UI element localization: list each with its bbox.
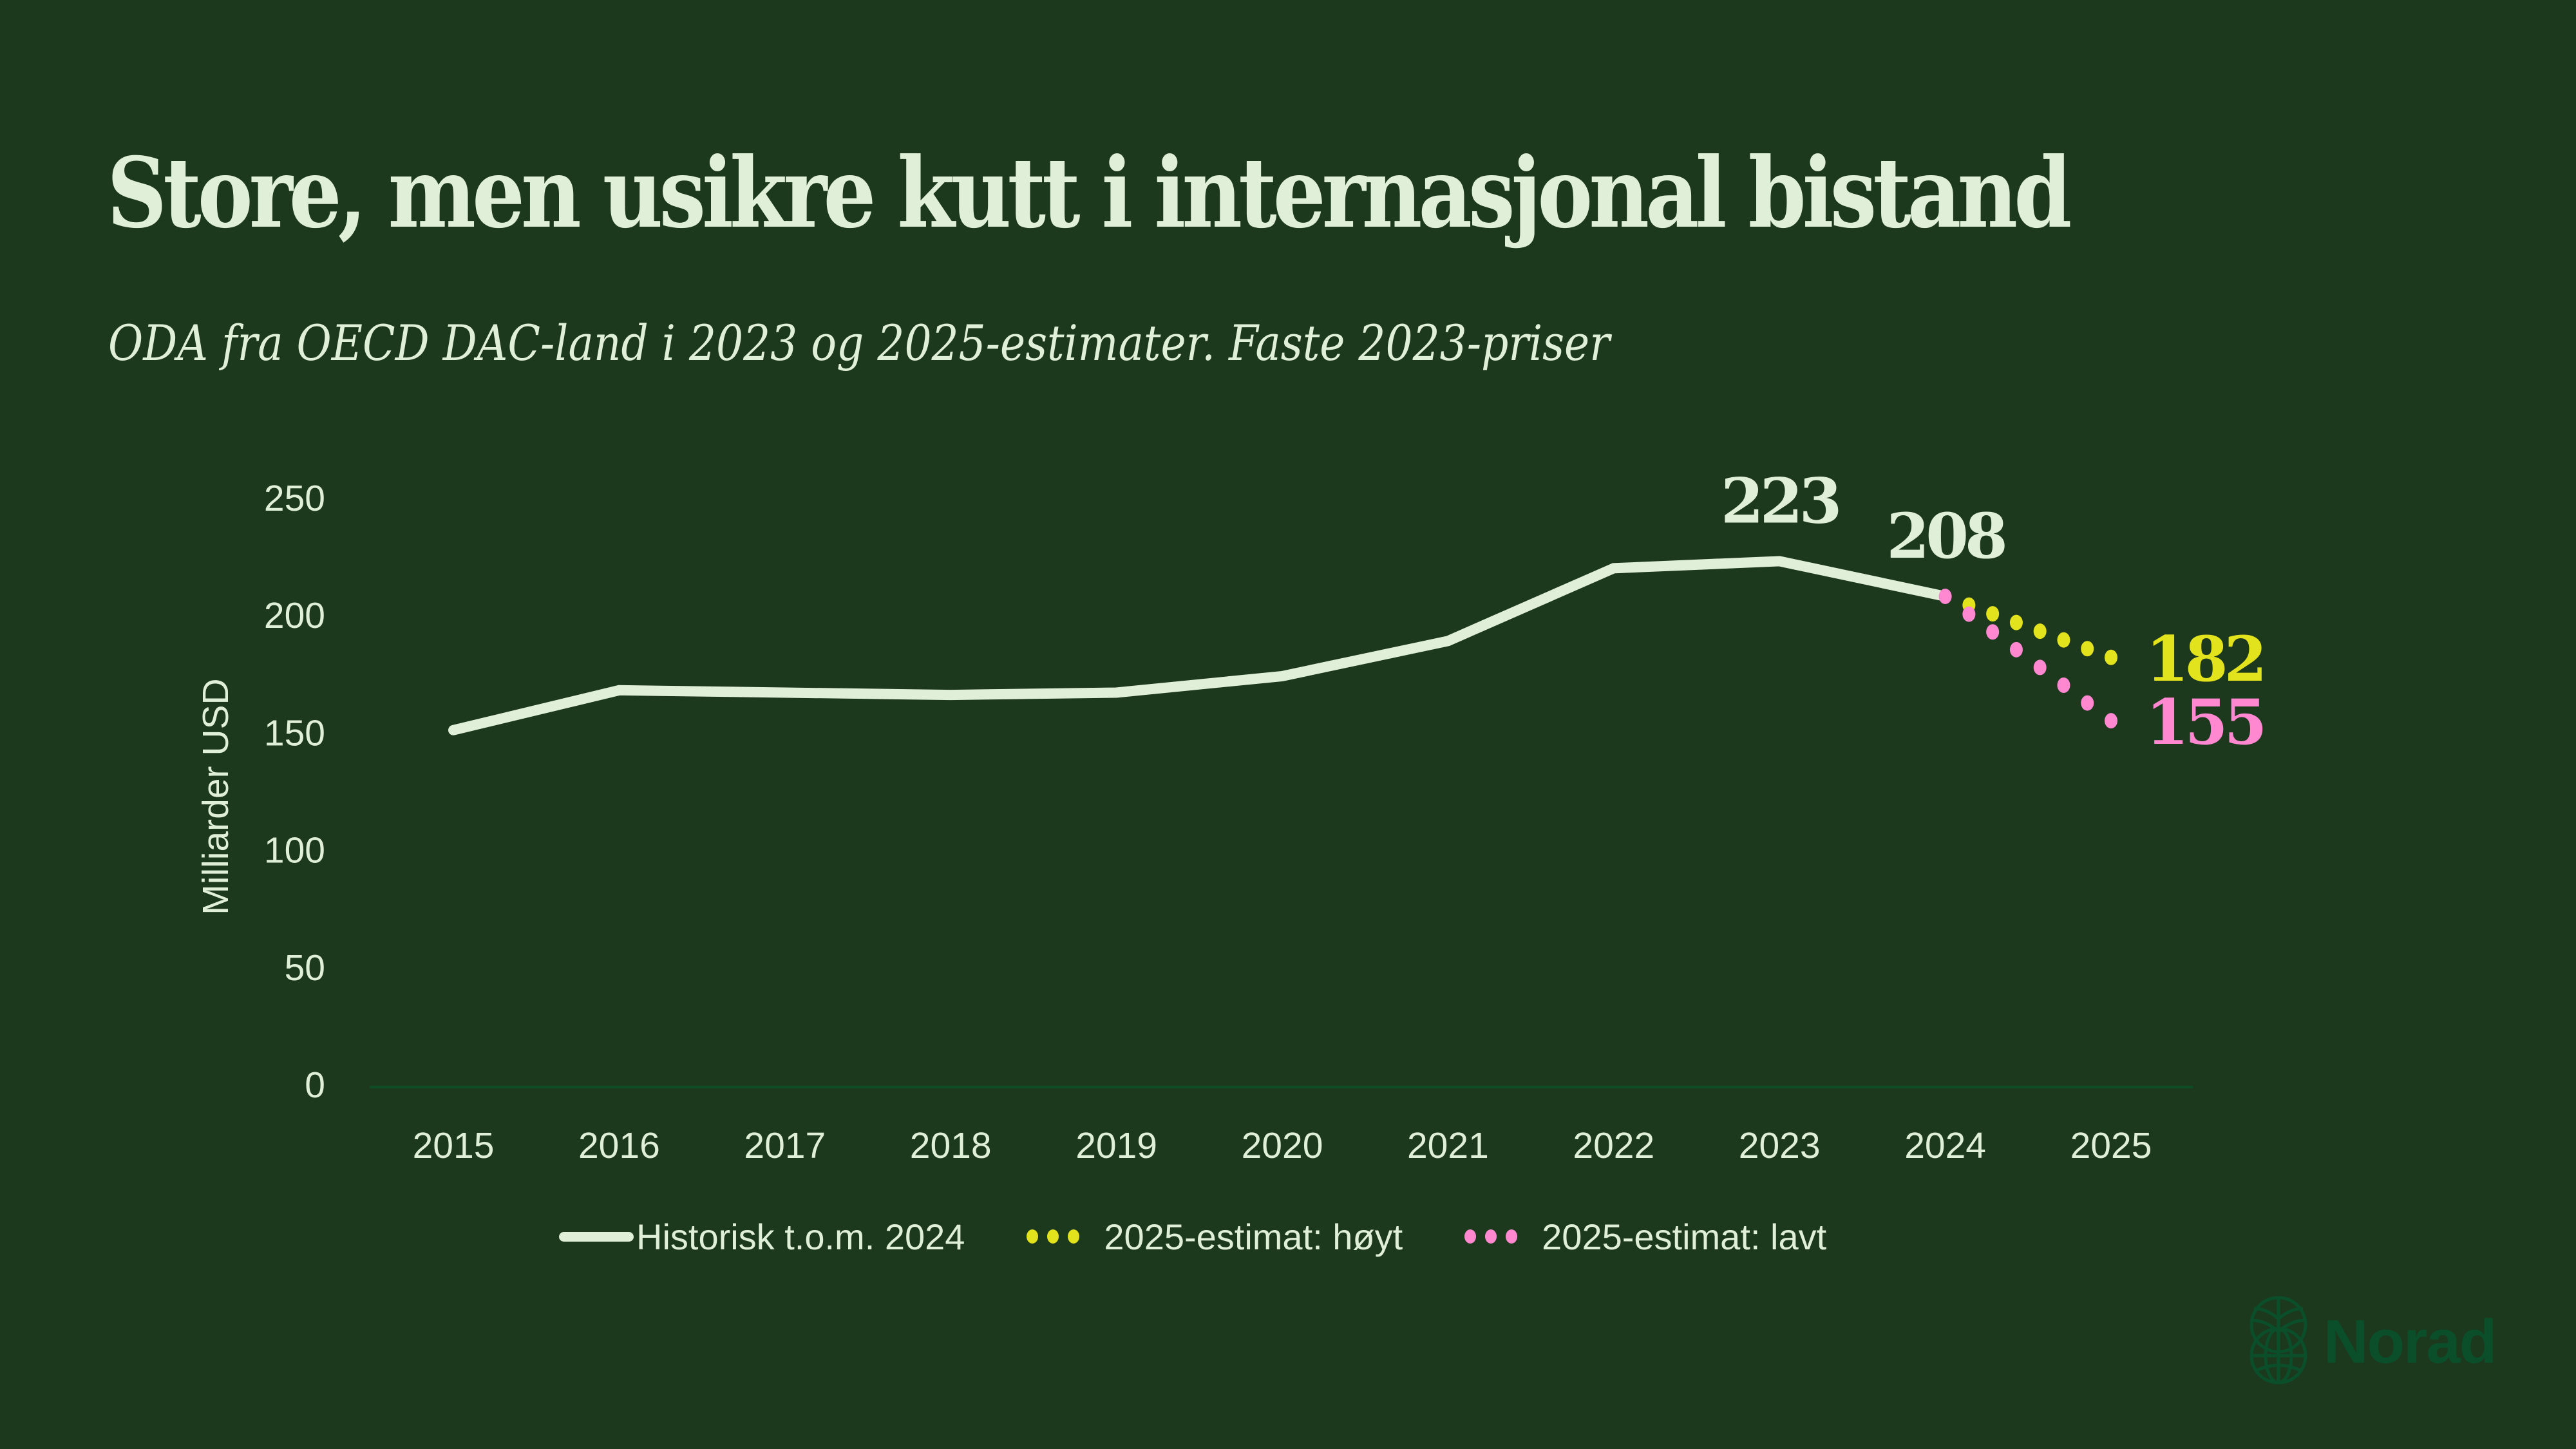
x-tick-label: 2023 bbox=[1739, 1125, 1821, 1166]
legend-label: 2025-estimat: lavt bbox=[1542, 1216, 1827, 1257]
x-tick-label: 2022 bbox=[1573, 1125, 1654, 1166]
y-tick-label: 250 bbox=[264, 478, 325, 519]
estimate-high-dot bbox=[2105, 649, 2117, 665]
logo-text: Norad bbox=[2324, 1307, 2497, 1376]
estimate-low-dot bbox=[1986, 624, 2000, 640]
data-label: 182 bbox=[2146, 623, 2263, 696]
estimate-high-dot bbox=[2081, 641, 2094, 657]
x-tick-label: 2021 bbox=[1407, 1125, 1489, 1166]
y-tick-label: 50 bbox=[285, 947, 325, 989]
legend: Historisk t.o.m. 2024 2025-estimat: høyt… bbox=[559, 1211, 1888, 1262]
data-label: 208 bbox=[1886, 500, 2005, 573]
legend-dots-swatch-pink bbox=[1464, 1229, 1526, 1244]
legend-dots-swatch-yellow bbox=[1027, 1229, 1088, 1244]
estimate-low-dot bbox=[2081, 695, 2094, 711]
legend-dot bbox=[1027, 1229, 1039, 1244]
chart-title: Store, men usikre kutt i internasjonal b… bbox=[107, 137, 2072, 250]
data-label: 155 bbox=[2146, 686, 2263, 759]
estimate-low-dot bbox=[2033, 659, 2047, 676]
legend-dot bbox=[1047, 1229, 1059, 1244]
norad-globe-leaf-icon bbox=[2248, 1294, 2309, 1389]
estimate-low-dot bbox=[1938, 589, 1952, 605]
series-line-historical bbox=[448, 556, 1951, 735]
chart-subtitle: ODA fra OECD DAC-land i 2023 og 2025-est… bbox=[108, 314, 1610, 372]
legend-item-estimate-low: 2025-estimat: lavt bbox=[1464, 1216, 1826, 1258]
y-tick-label: 150 bbox=[264, 712, 325, 753]
estimate-low-dot bbox=[1962, 606, 1976, 622]
estimate-high-dot bbox=[2033, 623, 2047, 639]
legend-label: 2025-estimat: høyt bbox=[1104, 1216, 1403, 1257]
norad-logo: Norad bbox=[2248, 1294, 2497, 1389]
legend-dot bbox=[1506, 1229, 1518, 1244]
y-axis-label: Milliarder USD bbox=[195, 678, 236, 914]
y-tick-label: 100 bbox=[264, 830, 325, 871]
legend-item-estimate-high: 2025-estimat: høyt bbox=[1027, 1216, 1403, 1258]
estimate-low-dot bbox=[2057, 677, 2070, 693]
legend-dot bbox=[1068, 1229, 1080, 1244]
x-tick-label: 2018 bbox=[910, 1125, 992, 1166]
estimate-low-dot bbox=[2105, 713, 2117, 729]
estimate-low-dot bbox=[2009, 641, 2023, 658]
x-tick-label: 2024 bbox=[1904, 1125, 1986, 1166]
legend-dot bbox=[1485, 1229, 1497, 1244]
y-tick-label: 200 bbox=[264, 595, 325, 636]
estimate-high-dot bbox=[2009, 614, 2023, 630]
x-tick-label: 2019 bbox=[1075, 1125, 1157, 1166]
series-group bbox=[448, 556, 2117, 735]
data-label: 223 bbox=[1721, 464, 1839, 537]
legend-line-swatch bbox=[559, 1231, 634, 1242]
legend-item-historical: Historisk t.o.m. 2024 bbox=[559, 1216, 965, 1258]
x-tick-label: 2015 bbox=[413, 1125, 495, 1166]
legend-dot bbox=[1464, 1229, 1477, 1244]
estimate-high-dot bbox=[2057, 632, 2070, 648]
x-tick-label: 2017 bbox=[744, 1125, 826, 1166]
y-axis-ticks: 0 50 100 150 200 250 bbox=[264, 478, 325, 1106]
x-axis-ticks: 2015 2016 2017 2018 2019 2020 2021 2022 2023 2024… bbox=[413, 1125, 2152, 1166]
y-tick-label: 0 bbox=[305, 1065, 325, 1106]
legend-label: Historisk t.o.m. 2024 bbox=[636, 1216, 965, 1257]
estimate-high-dot bbox=[1986, 606, 2000, 622]
x-tick-label: 2020 bbox=[1242, 1125, 1323, 1166]
x-tick-label: 2016 bbox=[578, 1125, 660, 1166]
x-tick-label: 2025 bbox=[2070, 1125, 2152, 1166]
